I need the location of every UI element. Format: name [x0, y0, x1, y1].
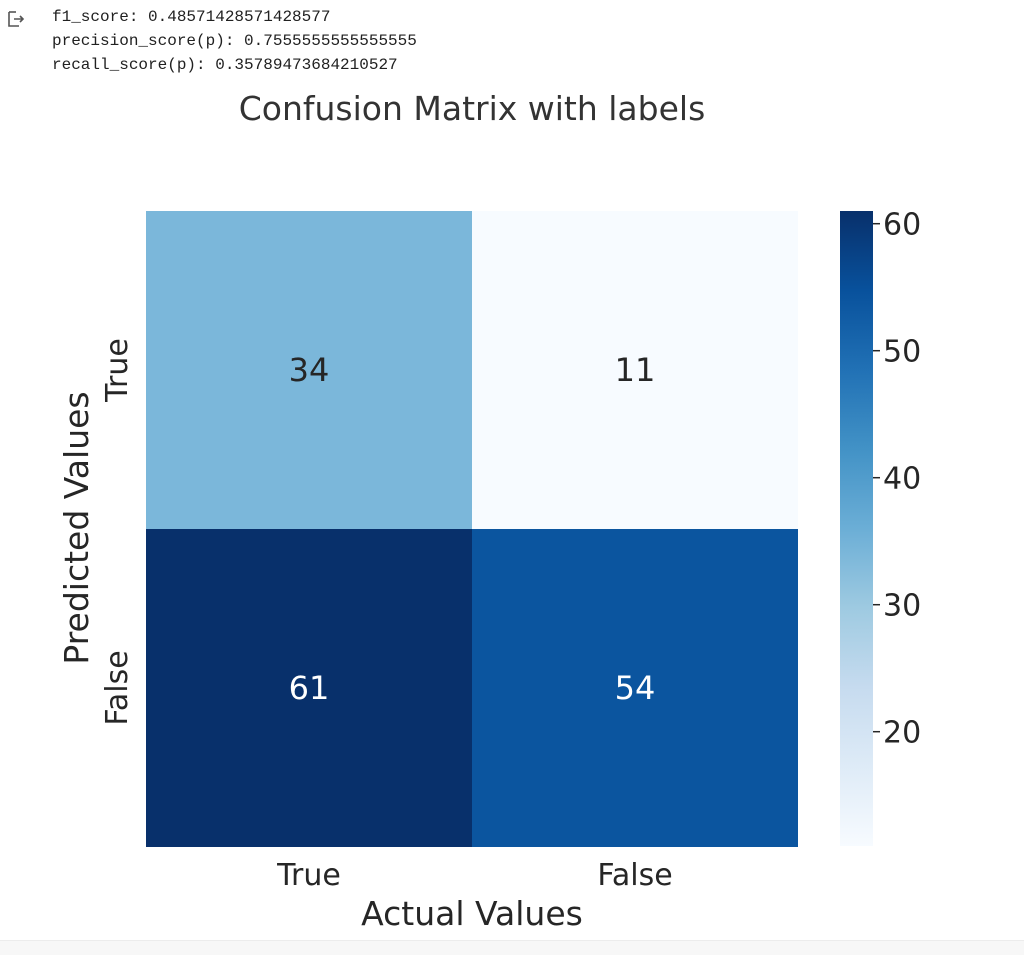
colorbar-tick-label: 30 [883, 589, 921, 624]
heatmap-cell [472, 211, 798, 529]
x-tick-label: True [276, 858, 341, 893]
y-tick-labels: True False [100, 338, 135, 726]
colorbar-ticks: 20 30 40 50 60 [873, 208, 921, 751]
heatmap-cell [146, 529, 472, 847]
x-axis-label: Actual Values [361, 894, 583, 933]
cell-annotations: 34 11 61 54 [289, 351, 656, 707]
bottom-strip [0, 940, 1024, 955]
colorbar-tick-label: 50 [883, 335, 921, 370]
recall-score-line: recall_score(p): 0.35789473684210527 [52, 56, 398, 74]
chart-title: Confusion Matrix with labels [239, 89, 706, 128]
cell-value-label: 54 [615, 669, 656, 707]
heatmap-cells [146, 211, 798, 847]
colorbar-tick-label: 60 [883, 208, 921, 243]
x-tick-label: False [597, 858, 672, 893]
colorbar-tick-label: 20 [883, 716, 921, 751]
colorbar [840, 211, 873, 846]
output-arrow-icon [6, 10, 26, 30]
heatmap-cell [472, 529, 798, 847]
cell-output-text: f1_score: 0.48571428571428577 precision_… [52, 5, 417, 77]
cell-value-label: 11 [615, 351, 656, 389]
y-tick-label: True [100, 338, 135, 403]
cell-value-label: 34 [289, 351, 330, 389]
colorbar-tick-label: 40 [883, 462, 921, 497]
f1-score-line: f1_score: 0.48571428571428577 [52, 8, 331, 26]
y-tick-label: False [100, 650, 135, 725]
confusion-matrix-chart: Confusion Matrix with labels 34 11 61 54 Tr… [57, 89, 921, 933]
x-tick-labels: True False [276, 858, 673, 893]
cell-value-label: 61 [289, 669, 330, 707]
y-axis-label: Predicted Values [57, 391, 96, 664]
heatmap-cell [146, 211, 472, 529]
precision-score-line: precision_score(p): 0.7555555555555555 [52, 32, 417, 50]
confusion-matrix-figure: Confusion Matrix with labels 34 11 61 54 Tr… [0, 80, 1024, 940]
